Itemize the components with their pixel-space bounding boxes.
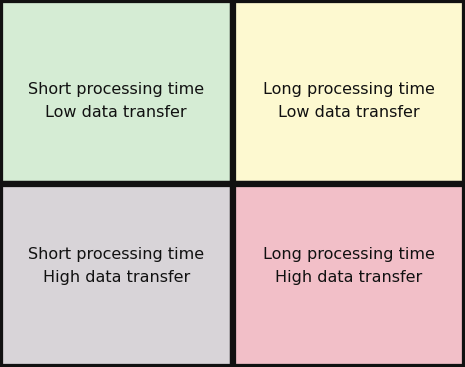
Bar (232, 0, 465, 184)
Bar (232, 184, 465, 367)
Bar (0, 0, 232, 184)
Text: Long processing time
Low data transfer: Long processing time Low data transfer (263, 82, 435, 120)
Text: Short processing time
High data transfer: Short processing time High data transfer (28, 247, 204, 285)
Text: Long processing time
High data transfer: Long processing time High data transfer (263, 247, 435, 285)
Text: Short processing time
Low data transfer: Short processing time Low data transfer (28, 82, 204, 120)
Bar (0, 184, 232, 367)
